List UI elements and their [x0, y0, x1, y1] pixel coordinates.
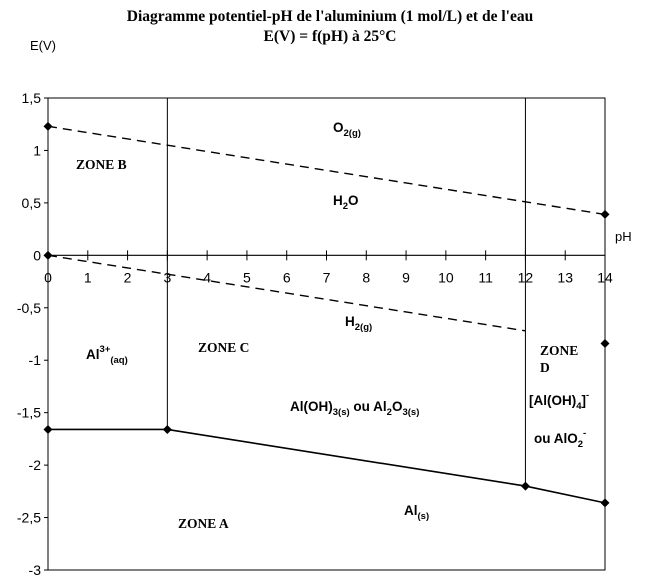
data-point-marker	[43, 424, 53, 434]
x-tick-label: 4	[203, 269, 211, 285]
zone-b-label: ZONE B	[76, 157, 127, 172]
boundary-line-1	[47, 125, 606, 216]
y-tick-label: -1,5	[17, 405, 41, 421]
y-tick-label: -3	[29, 562, 42, 578]
x-tick-label: 9	[402, 269, 410, 285]
data-point-marker	[600, 209, 610, 219]
x-tick-label: 8	[362, 269, 370, 285]
zone-d-label-line2: D	[540, 360, 550, 375]
y-ticks: 1,5 1 0,5 0 -0,5 -1 -1,5 -2 -2,5 -3	[17, 90, 48, 578]
y-tick-label: -1	[29, 352, 42, 368]
y-tick-label: 1,5	[22, 90, 42, 106]
y-tick-label: 1	[33, 142, 41, 158]
y-tick-label: 0,5	[22, 195, 42, 211]
data-point-marker	[520, 481, 530, 491]
al-solid-species-label: Al(s)	[404, 503, 429, 522]
x-tick-label: 11	[478, 269, 493, 285]
h2-species-label: H2(g)	[345, 314, 372, 333]
x-axis-label: pH	[615, 229, 632, 244]
data-point-marker	[600, 338, 610, 348]
data-point-marker	[43, 250, 53, 260]
aloh3-species-label: Al(OH)3(s) ou Al2O3(s)	[290, 399, 419, 418]
x-tick-label: 2	[124, 269, 132, 285]
plot-frame	[47, 97, 606, 571]
y-axis-label: E(V)	[30, 38, 56, 53]
data-point-marker	[43, 121, 53, 131]
x-tick-label: 7	[323, 269, 331, 285]
y-tick-label: -2	[29, 457, 42, 473]
zone-d-label-line1: ZONE	[540, 343, 578, 358]
annotations: ZONE B ZONE C ZONE A ZONE D O2(g) H2O H2…	[76, 120, 589, 531]
boundary-line-3	[48, 428, 606, 504]
x-tick-label: 10	[438, 269, 454, 285]
x-tick-label: 5	[243, 269, 251, 285]
data-point-marker	[162, 424, 172, 434]
o2-species-label: O2(g)	[333, 120, 361, 139]
zone-c-label: ZONE C	[198, 340, 249, 355]
y-tick-label: -2,5	[17, 510, 41, 526]
al3-species-label: Al3+(aq)	[86, 344, 128, 366]
x-ticks: 0 1 2 3 4 5 6 7 8 9 10 11 12 13 14	[44, 250, 613, 285]
x-tick-label: 6	[283, 269, 291, 285]
zone-a-label: ZONE A	[178, 516, 229, 531]
y-tick-label: -0,5	[17, 300, 41, 316]
aloh4-species-label: [Al(OH)4]-	[529, 390, 589, 412]
chart-subtitle: E(V) = f(pH) à 25°C	[264, 28, 397, 45]
x-tick-label: 0	[44, 269, 52, 285]
x-tick-label: 1	[84, 269, 92, 285]
y-tick-label: 0	[33, 247, 41, 263]
alo2-species-label: ou AlO2-	[534, 428, 586, 450]
chart-title: Diagramme potentiel-pH de l'aluminium (1…	[127, 8, 534, 25]
boundary-line-2	[47, 254, 526, 332]
h2o-species-label: H2O	[333, 193, 359, 212]
boundary-lines	[47, 98, 606, 504]
x-tick-label: 13	[557, 269, 573, 285]
data-markers	[43, 121, 610, 508]
x-tick-label: 14	[597, 269, 613, 285]
data-point-marker	[600, 498, 610, 508]
